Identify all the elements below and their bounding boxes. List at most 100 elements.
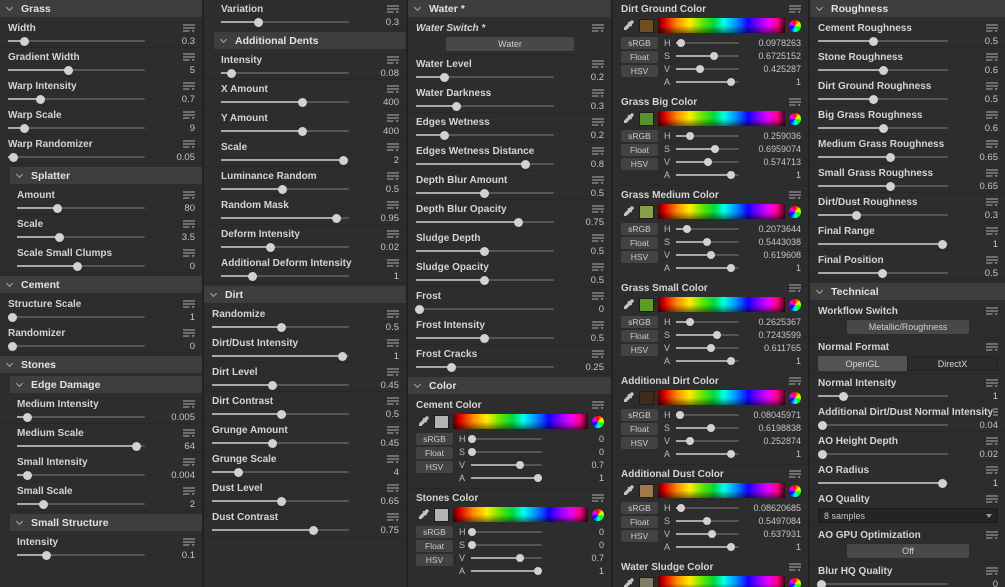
slider-track[interactable]	[818, 476, 948, 490]
preset-icon[interactable]	[592, 493, 604, 503]
eyedropper-icon[interactable]	[621, 577, 635, 587]
param-value[interactable]: 0.02	[380, 241, 400, 253]
hue-strip[interactable]	[658, 390, 785, 405]
slider-track[interactable]	[676, 355, 739, 367]
param-value[interactable]: 0.005	[171, 411, 195, 423]
srgb-button[interactable]: sRGB	[416, 526, 453, 538]
slider-track[interactable]	[17, 497, 145, 511]
srgb-button[interactable]: sRGB	[416, 433, 453, 445]
slider-thumb[interactable]	[247, 271, 257, 281]
param-value[interactable]: 5	[189, 64, 195, 76]
slider-thumb[interactable]	[937, 239, 947, 249]
preset-icon[interactable]	[183, 190, 195, 200]
slider-track[interactable]	[676, 223, 739, 235]
slider-track[interactable]	[817, 447, 948, 461]
slider-thumb[interactable]	[683, 224, 692, 233]
slider-thumb[interactable]	[877, 268, 887, 278]
slider-thumb[interactable]	[515, 553, 524, 562]
preset-icon[interactable]	[387, 142, 399, 152]
slider-thumb[interactable]	[707, 423, 716, 432]
param-value[interactable]: 0	[189, 260, 195, 272]
param-value[interactable]: 0.3	[590, 100, 604, 112]
preset-icon[interactable]	[592, 117, 604, 127]
slider-track[interactable]	[818, 121, 948, 135]
preset-icon[interactable]	[387, 84, 399, 94]
slider-track[interactable]	[221, 211, 349, 225]
slider-thumb[interactable]	[73, 261, 83, 271]
slider-thumb[interactable]	[521, 159, 531, 169]
param-value[interactable]: 400	[383, 96, 399, 108]
section-header-stones[interactable]: Stones	[0, 356, 202, 373]
channel-value[interactable]: 0.252874	[763, 436, 801, 446]
color-swatch[interactable]	[639, 18, 654, 33]
preset-icon[interactable]	[986, 342, 998, 352]
eyedropper-icon[interactable]	[621, 205, 635, 218]
color-wheel-icon[interactable]	[789, 298, 801, 311]
slider-thumb[interactable]	[479, 333, 489, 343]
slider-track[interactable]	[676, 541, 739, 553]
water-switch-button[interactable]: Water	[446, 37, 574, 51]
channel-value[interactable]: 0.425287	[763, 64, 801, 74]
slider-track[interactable]	[676, 143, 739, 155]
slider-track[interactable]	[676, 515, 739, 527]
preset-icon[interactable]	[986, 197, 998, 207]
color-swatch[interactable]	[639, 390, 654, 405]
slider-track[interactable]	[221, 124, 349, 138]
color-swatch[interactable]	[639, 297, 654, 312]
slider-track[interactable]	[416, 186, 554, 200]
slider-thumb[interactable]	[276, 322, 286, 332]
hue-strip[interactable]	[658, 111, 785, 126]
preset-icon[interactable]	[387, 200, 399, 210]
slider-thumb[interactable]	[702, 237, 711, 246]
srgb-button[interactable]: sRGB	[621, 37, 658, 49]
slider-track[interactable]	[818, 266, 948, 280]
preset-icon[interactable]	[387, 55, 399, 65]
hue-strip[interactable]	[658, 18, 785, 33]
preset-icon[interactable]	[592, 23, 604, 33]
slider-thumb[interactable]	[479, 275, 489, 285]
preset-icon[interactable]	[986, 23, 998, 33]
slider-thumb[interactable]	[879, 123, 888, 133]
section-header-additional-dents[interactable]: Additional Dents	[214, 32, 406, 49]
slider-track[interactable]	[212, 320, 349, 334]
slider-thumb[interactable]	[468, 447, 477, 456]
param-value[interactable]: 400	[383, 125, 399, 137]
param-value[interactable]: 0.5	[984, 93, 998, 105]
eyedropper-icon[interactable]	[621, 19, 635, 32]
channel-value[interactable]: 0.08620685	[753, 503, 801, 513]
hsv-button[interactable]: HSV	[621, 158, 658, 170]
preset-icon[interactable]	[387, 4, 399, 14]
preset-icon[interactable]	[789, 562, 801, 572]
param-value[interactable]: 0.004	[171, 469, 195, 481]
srgb-button[interactable]: sRGB	[621, 409, 658, 421]
preset-icon[interactable]	[986, 255, 998, 265]
slider-thumb[interactable]	[8, 312, 18, 322]
preset-icon[interactable]	[986, 110, 998, 120]
slider-thumb[interactable]	[9, 152, 19, 162]
slider-track[interactable]	[817, 418, 948, 432]
slider-thumb[interactable]	[677, 503, 686, 512]
param-value[interactable]: 80	[184, 202, 195, 214]
preset-icon[interactable]	[986, 52, 998, 62]
slider-thumb[interactable]	[338, 351, 348, 361]
slider-track[interactable]	[676, 169, 739, 181]
channel-value[interactable]: 0.5443038	[758, 237, 801, 247]
preset-icon[interactable]	[387, 171, 399, 181]
slider-track[interactable]	[17, 410, 145, 424]
preset-icon[interactable]	[183, 486, 195, 496]
eyedropper-icon[interactable]	[416, 508, 430, 521]
slider-thumb[interactable]	[711, 144, 720, 153]
slider-track[interactable]	[676, 236, 739, 248]
slider-thumb[interactable]	[64, 65, 74, 75]
slider-thumb[interactable]	[20, 123, 30, 133]
slider-track[interactable]	[416, 331, 554, 345]
param-value[interactable]: 0	[598, 303, 604, 315]
slider-thumb[interactable]	[479, 246, 489, 256]
slider-track[interactable]	[818, 92, 948, 106]
slider-thumb[interactable]	[38, 499, 48, 509]
hsv-button[interactable]: HSV	[416, 554, 453, 566]
preset-icon[interactable]	[592, 88, 604, 98]
slider-track[interactable]	[471, 552, 542, 564]
color-wheel-icon[interactable]	[789, 484, 801, 497]
slider-track[interactable]	[818, 34, 948, 48]
